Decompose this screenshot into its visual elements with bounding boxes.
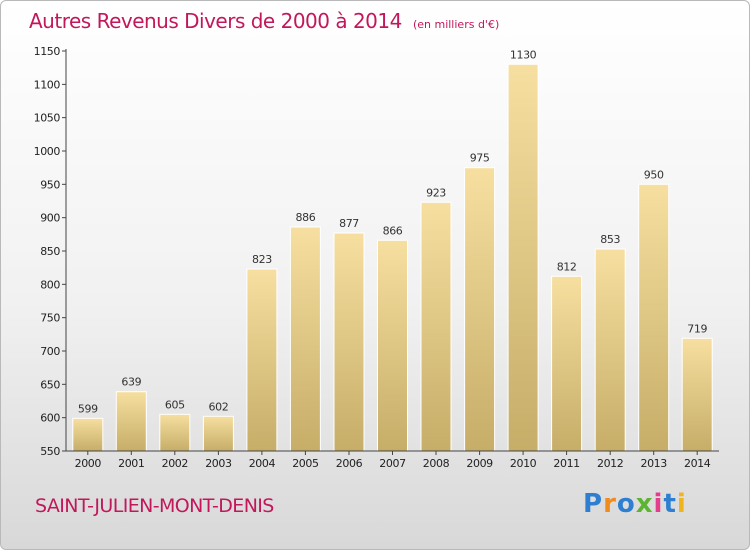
y-axis: 550 600 650 700 750 800 850 900 950 1000 1050 1100 1… xyxy=(34,45,67,458)
data-label: 605 xyxy=(165,398,185,411)
x-tick-label: 2002 xyxy=(162,457,188,470)
data-label: 823 xyxy=(252,253,272,266)
logo-letter: x xyxy=(635,489,654,519)
x-tick-label: 2010 xyxy=(510,457,537,470)
data-label: 599 xyxy=(78,402,98,415)
y-tick-label: 900 xyxy=(40,212,60,225)
y-tick-label: 750 xyxy=(40,312,60,325)
x-tick-label: 2004 xyxy=(249,457,276,470)
logo-letter: i xyxy=(653,489,664,519)
x-tick-label: 2011 xyxy=(553,457,579,470)
data-label: 1130 xyxy=(510,48,537,61)
y-tick-label: 950 xyxy=(40,178,60,191)
bars: 599 639 605 602 823 886 877 866 923 975 1130 812 853… xyxy=(72,48,713,452)
y-tick-label: 1000 xyxy=(34,145,61,158)
bar xyxy=(464,167,496,452)
x-tick-label: 2005 xyxy=(292,457,319,470)
logo-letter: o xyxy=(616,489,636,519)
x-tick-label: 2001 xyxy=(118,457,144,470)
bar xyxy=(202,415,234,452)
data-label: 602 xyxy=(209,400,229,413)
bar xyxy=(289,226,321,452)
title-row: Autres Revenus Divers de 2000 à 2014 (en… xyxy=(29,9,499,33)
y-tick-label: 600 xyxy=(40,412,60,425)
bar xyxy=(594,248,626,452)
logo-letter: r xyxy=(603,489,617,519)
bar xyxy=(72,417,104,452)
place-name: SAINT-JULIEN-MONT-DENIS xyxy=(35,495,274,517)
data-label: 975 xyxy=(470,152,490,165)
bar xyxy=(159,413,191,452)
data-label: 877 xyxy=(339,217,359,230)
x-tick-label: 2013 xyxy=(640,457,667,470)
chart-title: Autres Revenus Divers de 2000 à 2014 xyxy=(29,9,402,33)
x-tick-label: 2003 xyxy=(205,457,232,470)
bar xyxy=(246,268,278,452)
bar xyxy=(551,275,583,452)
proxiti-logo[interactable]: Proxiti xyxy=(583,489,687,519)
data-label: 950 xyxy=(644,168,664,181)
logo-letter: t xyxy=(663,489,677,519)
bar xyxy=(681,337,713,452)
bar xyxy=(115,391,147,452)
x-tick-label: 2008 xyxy=(423,457,450,470)
x-tick-label: 2014 xyxy=(684,457,711,470)
y-tick-label: 550 xyxy=(40,445,60,458)
data-label: 812 xyxy=(557,260,577,273)
data-label: 923 xyxy=(426,186,446,199)
y-tick-label: 1100 xyxy=(34,78,61,91)
x-tick-label: 2000 xyxy=(75,457,102,470)
bar xyxy=(638,183,670,452)
x-tick-label: 2006 xyxy=(336,457,363,470)
bar xyxy=(420,201,452,452)
bar xyxy=(333,232,365,452)
y-tick-label: 650 xyxy=(40,378,60,391)
logo-letter: i xyxy=(676,489,687,519)
bar xyxy=(377,239,408,452)
x-tick-label: 2009 xyxy=(466,457,493,470)
data-label: 886 xyxy=(296,211,316,224)
x-axis: 2000 2001 2002 2003 2004 2005 2006 2007 2008 2009… xyxy=(66,450,719,470)
y-tick-label: 1050 xyxy=(34,112,61,125)
y-tick-label: 850 xyxy=(40,245,60,258)
y-tick-label: 1150 xyxy=(34,45,61,58)
chart-subtitle: (en milliers d'€) xyxy=(412,18,500,31)
data-label: 719 xyxy=(687,322,707,335)
y-tick-label: 800 xyxy=(40,278,60,291)
data-label: 639 xyxy=(121,376,141,389)
data-label: 853 xyxy=(600,233,620,246)
y-tick-label: 700 xyxy=(40,345,60,358)
x-tick-label: 2007 xyxy=(379,457,406,470)
logo-letter: P xyxy=(583,489,604,519)
x-tick-label: 2012 xyxy=(597,457,623,470)
bar xyxy=(507,63,539,452)
data-label: 866 xyxy=(383,224,403,237)
